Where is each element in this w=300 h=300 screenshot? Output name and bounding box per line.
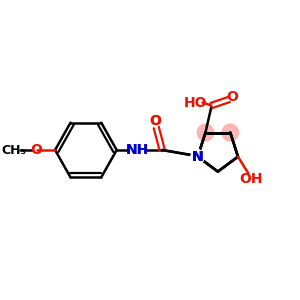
Text: O: O <box>149 114 161 128</box>
Circle shape <box>197 124 214 141</box>
Text: N: N <box>192 150 204 164</box>
Text: N: N <box>192 150 204 164</box>
Text: N: N <box>192 150 204 164</box>
Circle shape <box>222 124 238 141</box>
Text: OH: OH <box>239 172 263 186</box>
Text: O: O <box>149 114 161 128</box>
Text: NH: NH <box>126 143 149 157</box>
Circle shape <box>191 150 204 163</box>
Text: NH: NH <box>126 143 149 157</box>
Circle shape <box>191 150 204 163</box>
Text: O: O <box>30 143 42 157</box>
Circle shape <box>131 143 144 157</box>
Text: N: N <box>192 150 204 164</box>
Text: CH₃: CH₃ <box>2 143 26 157</box>
Text: HO: HO <box>183 95 207 110</box>
Circle shape <box>191 150 204 163</box>
Text: O: O <box>226 90 238 104</box>
Circle shape <box>191 150 204 163</box>
